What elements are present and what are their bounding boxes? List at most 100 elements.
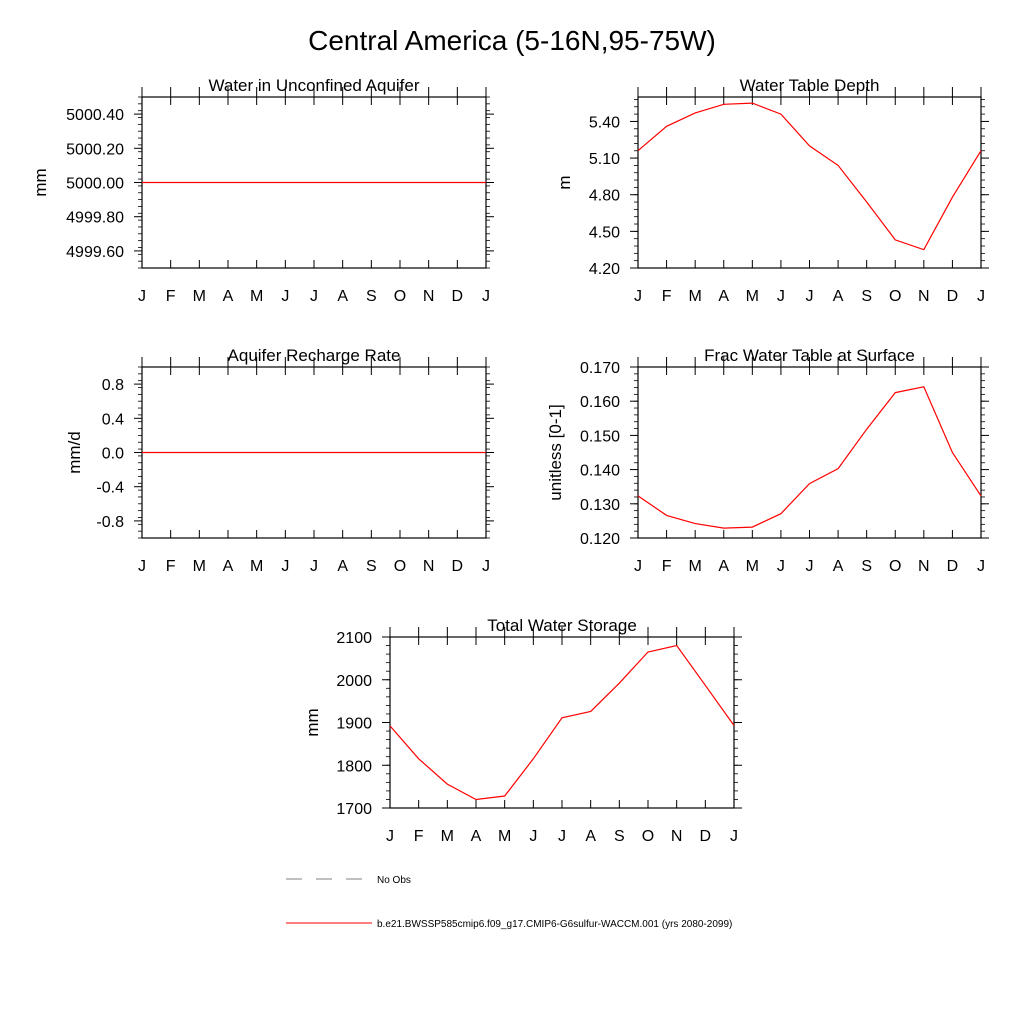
x-tick-label: D xyxy=(452,558,464,575)
y-tick-label: 0.4 xyxy=(102,411,124,428)
x-tick-label: D xyxy=(452,288,464,305)
x-tick-label: S xyxy=(861,558,872,575)
y-tick-label: 4.20 xyxy=(589,261,620,278)
x-tick-label: O xyxy=(889,288,901,305)
y-tick-label: 4999.60 xyxy=(66,244,124,261)
x-tick-label: D xyxy=(947,558,959,575)
x-tick-label: A xyxy=(223,558,234,575)
x-tick-label: N xyxy=(918,558,930,575)
x-tick-label: S xyxy=(366,558,377,575)
series-line xyxy=(637,386,982,529)
x-tick-label: D xyxy=(947,288,959,305)
y-tick-label: 1800 xyxy=(336,758,372,775)
y-axis-label: m xyxy=(555,175,574,189)
x-tick-label: A xyxy=(585,828,596,845)
x-tick-label: M xyxy=(746,288,759,305)
plot-frame xyxy=(637,366,982,539)
x-tick-label: J xyxy=(281,558,289,575)
x-tick-label: M xyxy=(498,828,511,845)
legend: No Obs b.e21.BWSSP585cmip6.f09_g17.CMIP6-… xyxy=(286,875,732,930)
x-tick-label: J xyxy=(806,288,814,305)
x-tick-label: O xyxy=(889,558,901,575)
y-tick-label: 4.80 xyxy=(589,188,620,205)
panel-title: Frac Water Table at Surface xyxy=(704,346,915,365)
x-tick-label: A xyxy=(471,828,482,845)
x-tick-label: J xyxy=(777,288,785,305)
panel-title: Total Water Storage xyxy=(487,616,637,635)
legend-label: b.e21.BWSSP585cmip6.f09_g17.CMIP6-G6sulf… xyxy=(377,919,732,930)
x-tick-label: A xyxy=(718,288,729,305)
y-tick-label: 4.50 xyxy=(589,224,620,241)
panel-title: Water Table Depth xyxy=(740,76,880,95)
x-tick-label: O xyxy=(394,288,406,305)
x-tick-label: O xyxy=(642,828,654,845)
x-tick-label: A xyxy=(337,558,348,575)
x-tick-label: M xyxy=(193,558,206,575)
y-axis-label: mm xyxy=(303,708,322,736)
x-tick-label: M xyxy=(746,558,759,575)
y-axis-label: mm/d xyxy=(65,431,84,474)
y-tick-label: 5.10 xyxy=(589,151,620,168)
y-tick-label: 0.130 xyxy=(580,497,620,514)
y-tick-label: 0.0 xyxy=(102,446,124,463)
x-tick-label: A xyxy=(833,558,844,575)
x-tick-label: J xyxy=(310,558,318,575)
x-tick-label: A xyxy=(833,288,844,305)
x-tick-label: O xyxy=(394,558,406,575)
panel-title: Water in Unconfined Aquifer xyxy=(208,76,419,95)
x-tick-label: F xyxy=(414,828,424,845)
x-tick-label: J xyxy=(634,558,642,575)
x-tick-label: J xyxy=(777,558,785,575)
x-tick-label: J xyxy=(977,558,985,575)
y-tick-label: 2100 xyxy=(336,630,372,647)
legend-label: No Obs xyxy=(377,875,411,886)
plot-frame xyxy=(389,636,735,809)
y-axis-label: unitless [0-1] xyxy=(546,404,565,500)
series-line xyxy=(637,102,982,251)
x-tick-label: J xyxy=(138,558,146,575)
x-tick-label: F xyxy=(662,288,672,305)
x-tick-label: F xyxy=(166,288,176,305)
series-line xyxy=(389,644,735,801)
x-tick-label: N xyxy=(423,558,435,575)
x-tick-label: N xyxy=(423,288,435,305)
x-tick-label: J xyxy=(310,288,318,305)
x-tick-label: N xyxy=(918,288,930,305)
x-tick-label: J xyxy=(977,288,985,305)
x-tick-label: J xyxy=(558,828,566,845)
x-tick-label: M xyxy=(250,558,263,575)
x-tick-label: M xyxy=(689,288,702,305)
y-tick-label: 1900 xyxy=(336,716,372,733)
x-tick-label: J xyxy=(482,558,490,575)
x-tick-label: A xyxy=(718,558,729,575)
x-tick-label: S xyxy=(861,288,872,305)
y-tick-label: 5000.40 xyxy=(66,107,124,124)
x-tick-label: J xyxy=(806,558,814,575)
x-tick-label: J xyxy=(386,828,394,845)
x-tick-label: M xyxy=(689,558,702,575)
x-tick-label: M xyxy=(250,288,263,305)
y-tick-label: 0.8 xyxy=(102,377,124,394)
y-axis-label: mm xyxy=(31,168,50,196)
x-tick-label: F xyxy=(662,558,672,575)
x-tick-label: A xyxy=(337,288,348,305)
y-tick-label: 5.40 xyxy=(589,114,620,131)
y-tick-label: -0.8 xyxy=(96,514,124,531)
x-tick-label: J xyxy=(529,828,537,845)
x-tick-label: D xyxy=(700,828,712,845)
y-tick-label: -0.4 xyxy=(96,480,124,497)
y-tick-label: 0.150 xyxy=(580,428,620,445)
plot-frame xyxy=(637,96,982,269)
y-tick-label: 4999.80 xyxy=(66,210,124,227)
x-tick-label: M xyxy=(193,288,206,305)
figure-title: Central America (5-16N,95-75W) xyxy=(308,25,716,56)
x-tick-label: J xyxy=(482,288,490,305)
x-tick-label: F xyxy=(166,558,176,575)
y-tick-label: 5000.00 xyxy=(66,176,124,193)
x-tick-label: J xyxy=(138,288,146,305)
x-tick-label: J xyxy=(281,288,289,305)
